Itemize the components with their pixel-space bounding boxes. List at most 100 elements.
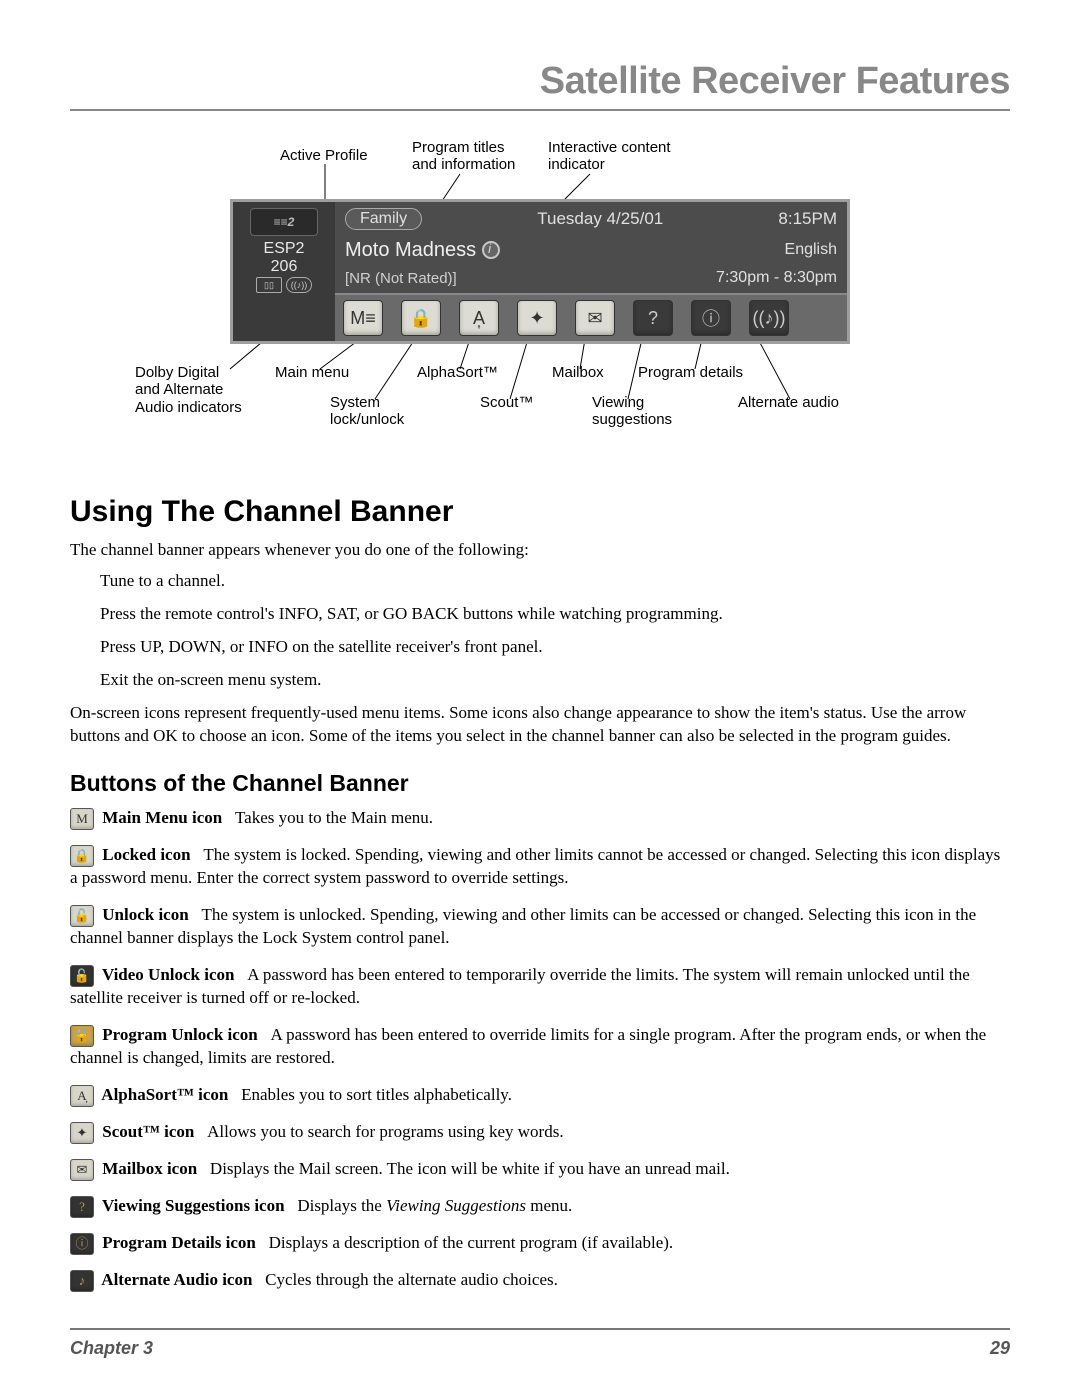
channel-logo: ≡≡2 xyxy=(250,208,318,236)
definition-desc: Displays the Viewing Suggestions menu. xyxy=(285,1196,573,1215)
rating: [NR (Not Rated)] xyxy=(345,270,457,287)
text: suggestions xyxy=(592,411,672,428)
chapter-label: Chapter 3 xyxy=(70,1338,153,1359)
channel-banner-diagram: Active Profile Program titles and inform… xyxy=(160,139,920,459)
dolby-icon: ▯▯ xyxy=(256,277,282,293)
definition-name: AlphaSort™ icon xyxy=(98,1085,228,1104)
banner-main: Family Tuesday 4/25/01 8:15PM Moto Madne… xyxy=(335,202,847,341)
definition-icon: 🔓 xyxy=(70,965,94,987)
text: Audio indicators xyxy=(135,399,242,416)
alternate-audio-small-icon: ((♪)) xyxy=(286,277,312,293)
channel-name: ESP2 xyxy=(264,240,305,258)
icon-definition: M Main Menu icon Takes you to the Main m… xyxy=(70,807,1010,830)
section-heading-using-channel-banner: Using The Channel Banner xyxy=(70,495,1010,529)
text: and Alternate xyxy=(135,381,223,398)
page-number: 29 xyxy=(990,1338,1010,1359)
bullet-list: Tune to a channel. Press the remote cont… xyxy=(100,570,1010,692)
definition-desc: Takes you to the Main menu. xyxy=(222,808,433,827)
definition-desc: Enables you to sort titles alphabeticall… xyxy=(228,1085,512,1104)
language: English xyxy=(785,241,837,259)
program-details-icon[interactable]: ⓘ xyxy=(691,300,731,336)
text: indicator xyxy=(548,156,605,173)
icon-definition: ✉ Mailbox icon Displays the Mail screen.… xyxy=(70,1158,1010,1181)
scout-icon[interactable]: ✦ xyxy=(517,300,557,336)
definition-icon: ⓘ xyxy=(70,1233,94,1255)
definition-name: Alternate Audio icon xyxy=(98,1270,252,1289)
callout-main-menu: Main menu xyxy=(275,364,349,381)
text: Moto Madness xyxy=(345,239,476,262)
definition-desc: The system is unlocked. Spending, viewin… xyxy=(70,905,976,947)
page-footer: Chapter 3 29 xyxy=(70,1328,1010,1359)
definition-icon: ? xyxy=(70,1196,94,1218)
icon-definition: 🔓 Unlock icon The system is unlocked. Sp… xyxy=(70,904,1010,950)
text: Viewing xyxy=(592,394,644,411)
alternate-audio-icon[interactable]: ((♪)) xyxy=(749,300,789,336)
callout-alphasort: AlphaSort™ xyxy=(417,364,498,381)
definition-desc: Cycles through the alternate audio choic… xyxy=(252,1270,557,1289)
callout-system-lock: System lock/unlock xyxy=(330,394,404,429)
definition-icon: ✦ xyxy=(70,1122,94,1144)
definition-name: Program Details icon xyxy=(98,1233,256,1252)
callout-viewing: Viewing suggestions xyxy=(592,394,672,429)
channel-banner: ≡≡2 ESP2 206 ▯▯ ((♪)) Family Tuesday 4/2… xyxy=(230,199,850,344)
callout-program-titles: Program titles and information xyxy=(412,139,515,174)
callout-active-profile: Active Profile xyxy=(280,147,368,164)
bullet-item: Tune to a channel. xyxy=(100,570,1010,593)
intro-text: The channel banner appears whenever you … xyxy=(70,539,1010,562)
icon-definition: ✦ Scout™ icon Allows you to search for p… xyxy=(70,1121,1010,1144)
banner-left-column: ≡≡2 ESP2 206 ▯▯ ((♪)) xyxy=(233,202,335,341)
callout-alt-audio: Alternate audio xyxy=(738,394,839,411)
bullet-item: Exit the on-screen menu system. xyxy=(100,669,1010,692)
text: and information xyxy=(412,156,515,173)
definition-name: Mailbox icon xyxy=(98,1159,197,1178)
definition-desc: Displays the Mail screen. The icon will … xyxy=(197,1159,730,1178)
callout-scout: Scout™ xyxy=(480,394,533,411)
definition-icon: ✉ xyxy=(70,1159,94,1181)
lock-icon[interactable]: 🔒 xyxy=(401,300,441,336)
timeslot: 7:30pm - 8:30pm xyxy=(716,269,837,287)
bullet-item: Press the remote control's INFO, SAT, or… xyxy=(100,603,1010,626)
banner-date: Tuesday 4/25/01 xyxy=(537,209,663,229)
definition-icon: M xyxy=(70,808,94,830)
text: Dolby Digital xyxy=(135,364,219,381)
icon-definition: 🔒 Locked icon The system is locked. Spen… xyxy=(70,844,1010,890)
definition-icon: 🔓 xyxy=(70,905,94,927)
definition-desc: Allows you to search for programs using … xyxy=(194,1122,563,1141)
callout-program-details: Program details xyxy=(638,364,743,381)
main-menu-icon[interactable]: M≡ xyxy=(343,300,383,336)
text: Interactive content xyxy=(548,139,671,156)
definition-icon: 🔓 xyxy=(70,1025,94,1047)
alphasort-icon[interactable]: A͎ xyxy=(459,300,499,336)
icon-definition: ? Viewing Suggestions icon Displays the … xyxy=(70,1195,1010,1218)
icon-definition: 🔓 Video Unlock icon A password has been … xyxy=(70,964,1010,1010)
definition-name: Viewing Suggestions icon xyxy=(98,1196,285,1215)
paragraph: On-screen icons represent frequently-use… xyxy=(70,702,1010,748)
definition-name: Unlock icon xyxy=(98,905,189,924)
active-profile-pill[interactable]: Family xyxy=(345,208,422,230)
interactive-content-icon[interactable] xyxy=(482,241,500,259)
definition-name: Locked icon xyxy=(98,845,191,864)
banner-icon-row: M≡ 🔒 A͎ ✦ ✉ ? ⓘ ((♪)) xyxy=(335,293,847,341)
viewing-suggestions-icon[interactable]: ? xyxy=(633,300,673,336)
callout-dolby: Dolby Digital and Alternate Audio indica… xyxy=(135,364,242,416)
definition-desc: The system is locked. Spending, viewing … xyxy=(70,845,1000,887)
text: Program titles xyxy=(412,139,505,156)
icon-definition: ♪ Alternate Audio icon Cycles through th… xyxy=(70,1269,1010,1292)
icon-definition: A͎ AlphaSort™ icon Enables you to sort t… xyxy=(70,1084,1010,1107)
definition-name: Program Unlock icon xyxy=(98,1025,258,1044)
icon-definition: 🔓 Program Unlock icon A password has bee… xyxy=(70,1024,1010,1070)
definition-name: Video Unlock icon xyxy=(98,965,235,984)
banner-time: 8:15PM xyxy=(778,209,837,229)
definition-desc: Displays a description of the current pr… xyxy=(256,1233,673,1252)
mailbox-icon[interactable]: ✉ xyxy=(575,300,615,336)
channel-number: 206 xyxy=(271,258,298,276)
callout-mailbox: Mailbox xyxy=(552,364,604,381)
section-heading-buttons: Buttons of the Channel Banner xyxy=(70,770,1010,797)
callout-interactive: Interactive content indicator xyxy=(548,139,671,174)
definition-icon: A͎ xyxy=(70,1085,94,1107)
definition-name: Scout™ icon xyxy=(98,1122,194,1141)
program-title: Moto Madness xyxy=(345,239,500,262)
text: System xyxy=(330,394,380,411)
definition-icon: 🔒 xyxy=(70,845,94,867)
page-title: Satellite Receiver Features xyxy=(70,60,1010,111)
